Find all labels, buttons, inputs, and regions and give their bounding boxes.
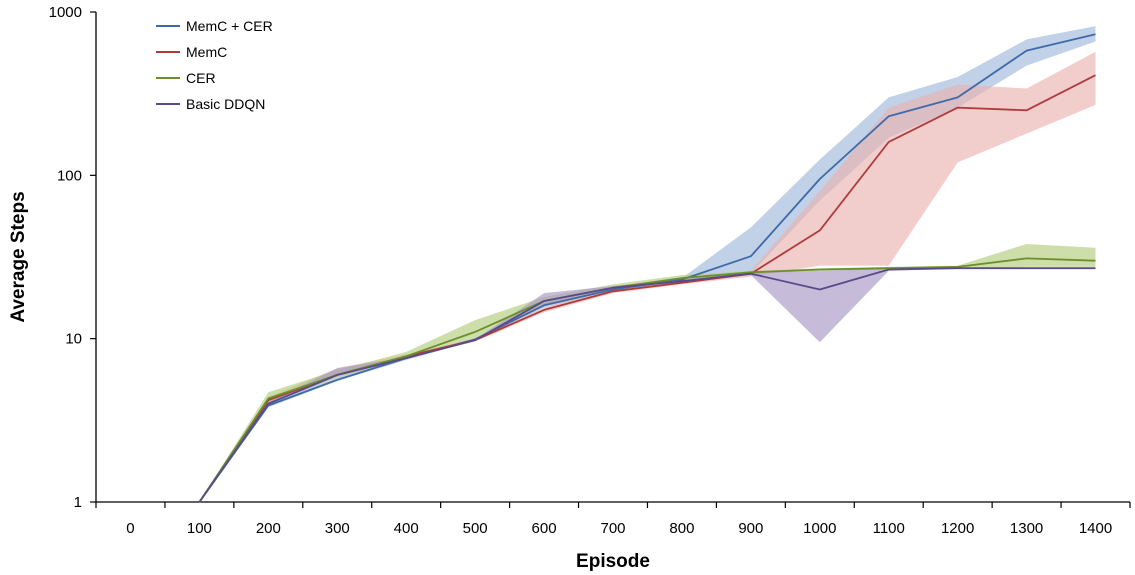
legend: MemC + CER MemC CER Basic DDQN bbox=[156, 18, 273, 112]
x-tick-label: 500 bbox=[463, 520, 488, 537]
axes bbox=[95, 12, 1130, 503]
axis-ticks: 1 10 100 1000 0 100 200 300 400 500 600 700 800 900 10… bbox=[49, 4, 1131, 537]
confidence-bands bbox=[199, 26, 1096, 503]
x-tick-label: 600 bbox=[532, 520, 557, 537]
legend-label: CER bbox=[186, 70, 216, 86]
x-tick-label: 700 bbox=[600, 520, 625, 537]
y-tick-label: 1 bbox=[74, 494, 82, 511]
band-basic-ddqn bbox=[199, 267, 1096, 502]
series-line-basic-ddqn bbox=[198, 267, 1096, 503]
x-tick-label: 1400 bbox=[1079, 520, 1112, 537]
band-memc bbox=[199, 51, 1096, 503]
legend-label: MemC bbox=[186, 44, 227, 60]
x-tick-label: 1200 bbox=[941, 520, 974, 537]
y-tick-label: 1000 bbox=[49, 4, 82, 21]
x-tick-label: 100 bbox=[187, 520, 212, 537]
x-tick-label: 300 bbox=[325, 520, 350, 537]
legend-label: Basic DDQN bbox=[186, 96, 265, 112]
x-tick-label: 900 bbox=[738, 520, 763, 537]
x-axis-title: Episode bbox=[576, 551, 650, 572]
x-tick-label: 1300 bbox=[1010, 520, 1043, 537]
x-tick-label: 800 bbox=[669, 520, 694, 537]
y-tick-label: 10 bbox=[65, 331, 82, 348]
x-tick-label: 200 bbox=[256, 520, 281, 537]
series-lines bbox=[198, 33, 1096, 503]
x-tick-label: 1100 bbox=[873, 520, 905, 537]
x-tick-label: 400 bbox=[394, 520, 419, 537]
y-tick-label: 100 bbox=[57, 167, 82, 184]
legend-label: MemC + CER bbox=[186, 18, 273, 34]
y-axis-title: Average Steps bbox=[8, 191, 29, 322]
x-tick-label: 0 bbox=[126, 520, 134, 537]
x-tick-label: 1000 bbox=[803, 520, 836, 537]
